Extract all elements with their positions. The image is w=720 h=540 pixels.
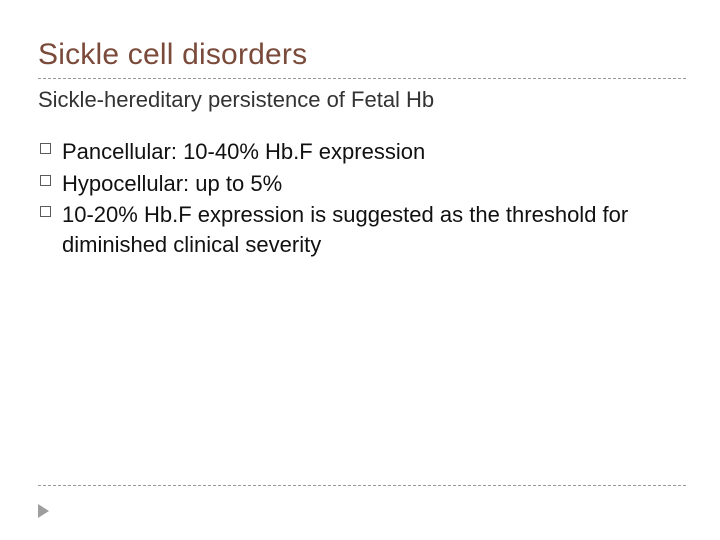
square-bullet-icon <box>40 206 51 217</box>
arrow-icon <box>38 504 49 518</box>
slide: Sickle cell disorders Sickle-hereditary … <box>0 0 720 540</box>
list-item: Pancellular: 10-40% Hb.F expression <box>40 137 686 167</box>
list-item-text: 10-20% Hb.F expression is suggested as t… <box>62 202 628 257</box>
list-item-rest: Hb.F expression is suggested as the thre… <box>62 202 628 257</box>
list-item-label: Pancellular: <box>62 139 177 164</box>
list-item-text: Hypocellular: up to 5% <box>62 171 282 196</box>
title-divider <box>38 78 686 79</box>
square-bullet-icon <box>40 143 51 154</box>
square-bullet-icon <box>40 175 51 186</box>
list-item-text: Pancellular: 10-40% Hb.F expression <box>62 139 425 164</box>
slide-title: Sickle cell disorders <box>38 38 686 72</box>
list-item: Hypocellular: up to 5% <box>40 169 686 199</box>
slide-subtitle: Sickle-hereditary persistence of Fetal H… <box>38 87 686 113</box>
list-item: 10-20% Hb.F expression is suggested as t… <box>40 200 686 259</box>
list-item-label: 10-20% <box>62 202 138 227</box>
bullet-list: Pancellular: 10-40% Hb.F expression Hypo… <box>40 137 686 260</box>
list-item-rest: 10-40% Hb.F expression <box>177 139 425 164</box>
bottom-divider <box>38 485 686 486</box>
list-item-label: Hypocellular: <box>62 171 189 196</box>
list-item-rest: up to 5% <box>189 171 282 196</box>
